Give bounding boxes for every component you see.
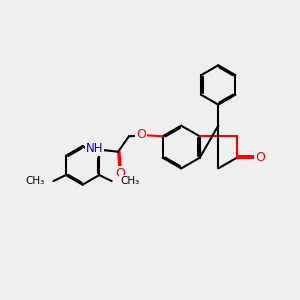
Text: CH₃: CH₃ xyxy=(120,176,139,186)
Text: CH₃: CH₃ xyxy=(26,176,45,186)
Text: O: O xyxy=(136,128,146,141)
Text: NH: NH xyxy=(86,142,104,155)
Text: O: O xyxy=(255,151,265,164)
Text: O: O xyxy=(115,167,125,180)
